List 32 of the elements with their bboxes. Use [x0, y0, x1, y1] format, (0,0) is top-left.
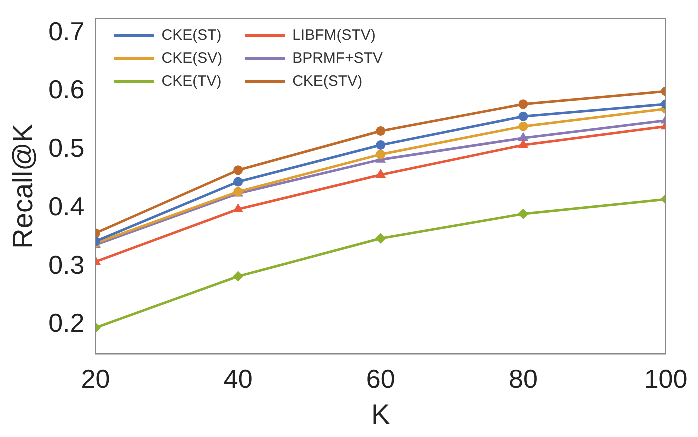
legend-label: CKE(STV) — [292, 72, 363, 90]
legend-label: CKE(TV) — [162, 72, 222, 90]
point — [518, 209, 528, 219]
y-tick-label: 0.3 — [48, 250, 85, 280]
x-tick-label: 20 — [81, 364, 110, 394]
x-tick-label: 100 — [644, 364, 688, 394]
point — [376, 234, 386, 244]
legend-label: CKE(SV) — [162, 50, 223, 67]
point — [518, 112, 528, 122]
point — [376, 140, 386, 150]
x-tick-label: 60 — [366, 364, 396, 394]
legend-label: CKE(ST) — [162, 26, 222, 44]
legend-label: BPRMF+STV — [292, 50, 384, 67]
point — [234, 204, 243, 212]
point — [376, 150, 386, 160]
y-tick-label: 0.6 — [48, 74, 85, 105]
point — [234, 166, 244, 176]
point — [234, 177, 244, 187]
x-axis-title: K — [372, 398, 391, 430]
point — [234, 272, 244, 282]
x-tick-label: 80 — [508, 364, 538, 394]
y-tick-label: 0.2 — [48, 308, 85, 338]
y-tick-label: 0.7 — [48, 16, 85, 46]
point — [518, 100, 528, 110]
point — [518, 122, 528, 132]
legend-label: LIBFM(STV) — [292, 26, 376, 44]
y-tick-label: 0.5 — [48, 133, 85, 164]
x-tick-label: 40 — [224, 364, 253, 394]
point — [376, 126, 386, 136]
y-axis-title: Recall@K — [8, 124, 39, 249]
y-tick-label: 0.4 — [48, 191, 85, 222]
point — [376, 170, 386, 178]
